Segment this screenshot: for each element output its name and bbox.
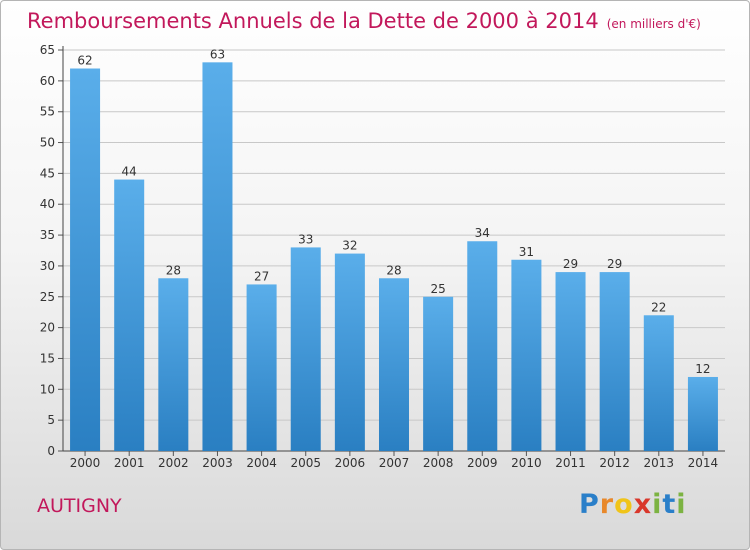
bar-value-label: 31 [519,245,534,259]
y-tick-label: 20 [40,321,55,335]
bar [599,272,630,451]
y-tick-label: 65 [40,43,55,57]
logo-letter: o [614,489,634,520]
x-tick-label: 2005 [290,456,321,470]
bar [70,68,101,451]
logo-letter: r [599,489,615,520]
x-tick-label: 2008 [423,456,454,470]
x-tick-label: 2011 [555,456,586,470]
y-tick-label: 40 [40,197,55,211]
chart-title-text: Remboursements Annuels de la Dette de 20… [27,9,599,33]
y-tick-label: 5 [47,413,55,427]
bar-value-label: 25 [430,282,445,296]
bar [643,315,674,451]
x-tick-label: 2010 [511,456,542,470]
town-name: AUTIGNY [37,495,122,517]
bar [202,62,233,451]
bar-value-label: 12 [695,362,710,376]
bar [378,278,410,451]
bar-value-label: 28 [166,263,181,277]
logo-letter: P [579,489,600,520]
x-tick-label: 2012 [599,456,630,470]
bar [555,272,586,451]
y-tick-label: 50 [40,136,55,150]
bar [246,284,277,451]
logo-letter: x [633,489,653,520]
y-tick-label: 0 [47,444,55,458]
x-tick-label: 2003 [202,456,233,470]
x-tick-label: 2009 [467,456,498,470]
bar [467,241,498,451]
bar-value-label: 29 [563,257,578,271]
y-tick-label: 35 [40,228,55,242]
bar-value-label: 34 [475,226,490,240]
logo-letter: i [652,489,663,520]
y-tick-label: 45 [40,166,55,180]
x-tick-label: 2000 [70,456,101,470]
logo-letter: i [676,489,687,520]
proxiti-logo: Proxiti [579,489,687,520]
bar-value-label: 28 [386,263,401,277]
bar [114,179,145,452]
x-tick-label: 2006 [335,456,366,470]
bar-value-label: 29 [607,257,622,271]
bar [158,278,189,451]
x-tick-label: 2014 [688,456,719,470]
y-tick-label: 30 [40,259,55,273]
x-tick-label: 2001 [114,456,145,470]
bar-value-label: 33 [298,232,313,246]
bar-value-label: 32 [342,239,357,253]
chart-unit: (en milliers d'€) [606,17,701,31]
y-tick-label: 10 [40,382,55,396]
bar-value-label: 27 [254,269,269,283]
logo-letter: t [662,489,677,520]
bar-value-label: 44 [122,165,137,179]
bar-value-label: 22 [651,300,666,314]
y-tick-label: 55 [40,105,55,119]
y-tick-label: 25 [40,290,55,304]
y-tick-label: 60 [40,74,55,88]
x-tick-label: 2004 [246,456,277,470]
y-tick-label: 15 [40,351,55,365]
bar [687,376,718,451]
bar [423,296,454,451]
bar [511,259,542,451]
bar-value-label: 62 [77,54,92,68]
bar [290,247,321,451]
x-tick-label: 2002 [158,456,189,470]
bar-value-label: 63 [210,47,225,61]
chart-title: Remboursements Annuels de la Dette de 20… [27,9,701,33]
x-tick-label: 2013 [644,456,675,470]
bar [334,253,365,451]
x-tick-label: 2007 [379,456,410,470]
